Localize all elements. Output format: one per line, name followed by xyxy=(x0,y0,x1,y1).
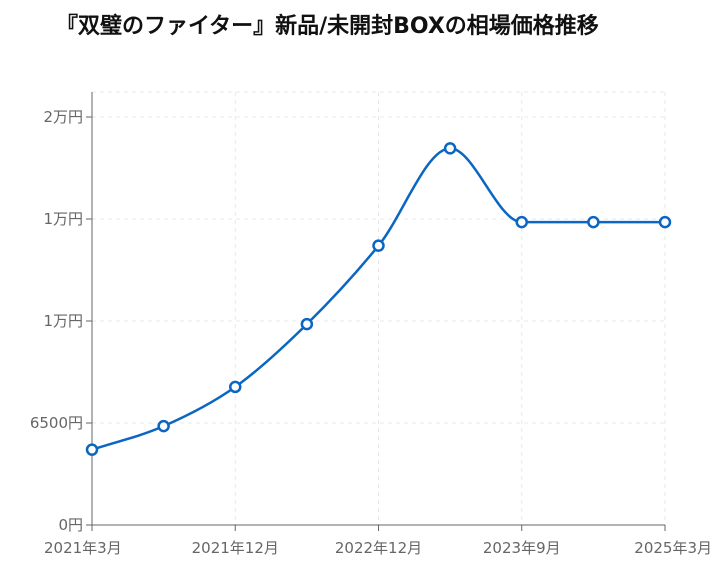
tick-labels: 0円 6500円 1万円 1万円 2万円 2021年3月 2021年12月 2022年12月 2… xyxy=(30,108,712,557)
x-tick-label: 2023年9月 xyxy=(483,539,561,557)
axes xyxy=(86,92,666,531)
data-point xyxy=(587,215,600,229)
grid-lines xyxy=(92,91,666,525)
data-point xyxy=(515,215,528,229)
x-tick-label: 2021年3月 xyxy=(44,539,122,557)
data-points xyxy=(85,142,672,456)
x-tick-label: 2025年3月 xyxy=(634,539,712,557)
data-point xyxy=(372,239,385,252)
chart-title: 『双璧のファイター』新品/未開封BOXの相場価格推移 xyxy=(56,14,599,39)
data-point xyxy=(157,419,170,433)
data-point xyxy=(443,142,457,155)
data-point xyxy=(658,215,672,229)
y-tick-label: 0円 xyxy=(58,516,83,534)
y-tick-label: 1万円 xyxy=(43,210,83,228)
y-tick-label: 1万円 xyxy=(43,312,83,330)
y-tick-label: 2万円 xyxy=(43,108,83,126)
data-point xyxy=(85,443,99,456)
x-tick-label: 2021年12月 xyxy=(192,539,279,557)
data-point xyxy=(229,380,242,394)
x-tick-label: 2022年12月 xyxy=(335,539,422,557)
data-point xyxy=(300,317,314,331)
y-tick-label: 6500円 xyxy=(30,414,83,432)
